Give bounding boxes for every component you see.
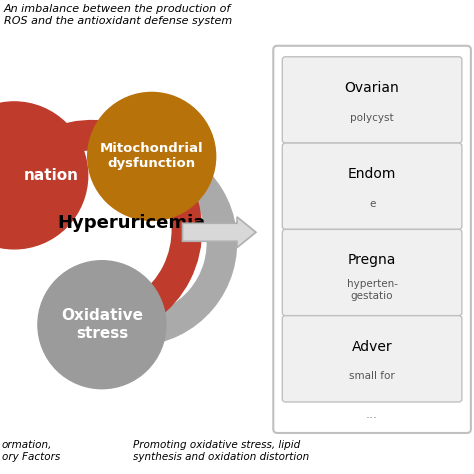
Text: Hyperuricemia: Hyperuricemia [57, 214, 205, 232]
Text: ...: ... [366, 409, 378, 421]
FancyBboxPatch shape [283, 57, 462, 143]
Circle shape [38, 261, 166, 389]
Text: Endom: Endom [348, 167, 396, 181]
FancyBboxPatch shape [273, 46, 471, 433]
Text: ormation,
ory Factors: ormation, ory Factors [2, 440, 60, 462]
Text: small for: small for [349, 372, 395, 382]
Text: Ovarian: Ovarian [345, 81, 400, 95]
FancyBboxPatch shape [283, 229, 462, 316]
Text: Oxidative
stress: Oxidative stress [61, 309, 143, 341]
Text: Pregna: Pregna [348, 254, 396, 267]
Text: polycyst: polycyst [350, 113, 394, 123]
Text: hyperten-
gestatio: hyperten- gestatio [346, 279, 398, 301]
Text: nation: nation [23, 168, 79, 183]
FancyBboxPatch shape [283, 143, 462, 229]
Text: Promoting oxidative stress, lipid
synthesis and oxidation distortion: Promoting oxidative stress, lipid synthe… [133, 440, 309, 462]
Text: e: e [369, 199, 375, 209]
FancyArrow shape [182, 217, 256, 248]
FancyBboxPatch shape [283, 316, 462, 402]
Text: Adver: Adver [352, 340, 392, 354]
Circle shape [0, 102, 88, 249]
Circle shape [88, 92, 216, 220]
Text: Mitochondrial
dysfunction: Mitochondrial dysfunction [100, 142, 203, 171]
Text: An imbalance between the production of
ROS and the antioxidant defense system: An imbalance between the production of R… [4, 4, 232, 26]
